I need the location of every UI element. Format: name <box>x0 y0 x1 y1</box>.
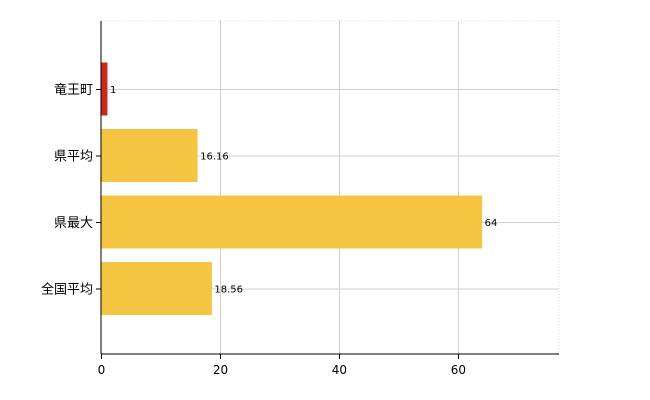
category-label: 竜王町 <box>54 83 93 98</box>
category-label: 県最大 <box>54 216 93 231</box>
value-label: 16.16 <box>200 152 229 163</box>
x-tick-label: 0 <box>98 363 106 377</box>
value-label: 18.56 <box>214 285 243 296</box>
value-label: 64 <box>485 218 498 229</box>
x-tick-label: 40 <box>332 363 347 377</box>
bar <box>101 129 198 182</box>
value-label: 1 <box>110 85 116 96</box>
x-tick-label: 60 <box>451 363 466 377</box>
bars <box>101 62 483 315</box>
bar <box>101 262 212 315</box>
bar <box>101 195 483 249</box>
labels: 0 20 40 60 竜王町 1 県平均 16.16 県最大 64 全国平均 18.56 <box>41 83 497 377</box>
category-label: 全国平均 <box>41 282 93 298</box>
category-label: 県平均 <box>54 150 93 165</box>
x-tick-label: 20 <box>213 363 228 377</box>
axes <box>100 21 559 355</box>
bar <box>101 62 108 116</box>
